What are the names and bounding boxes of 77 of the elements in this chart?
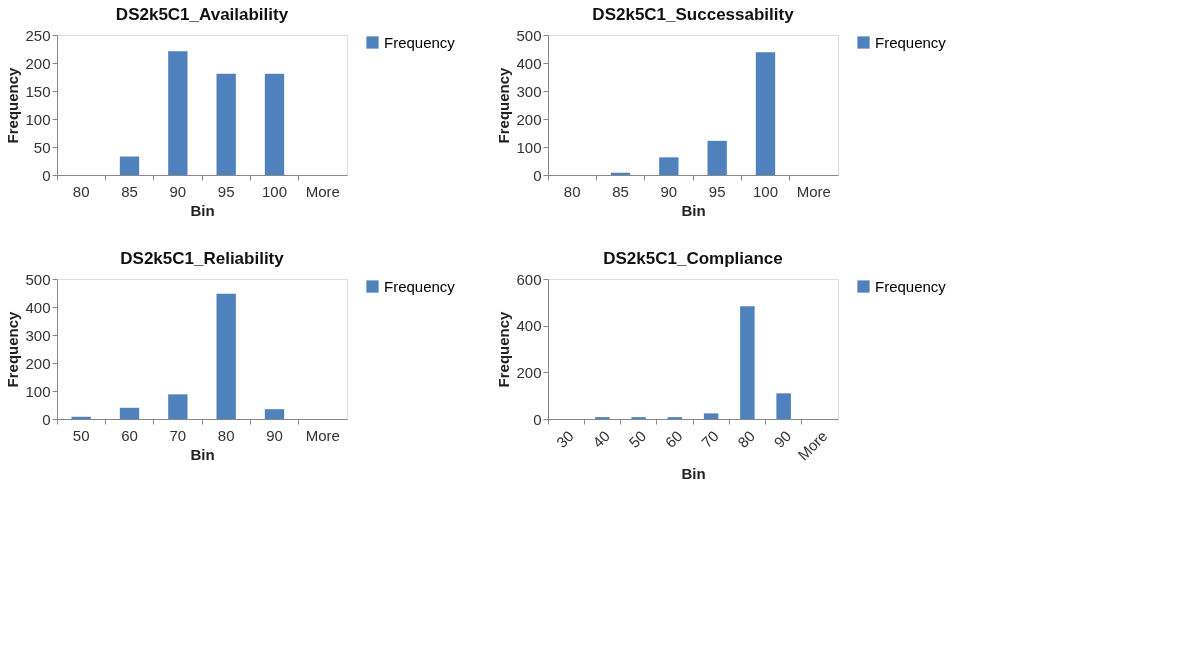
legend-label: Frequency	[384, 33, 456, 51]
x-tick-label: 80	[217, 426, 235, 444]
x-axis-title: Bin	[190, 201, 215, 219]
legend-label: Frequency	[875, 33, 947, 51]
x-tick-label: 50	[72, 426, 90, 444]
x-tick-label: 100	[261, 182, 288, 200]
y-tick-label: 250	[25, 26, 51, 44]
bar	[740, 306, 755, 419]
y-tick-label: 300	[516, 82, 542, 100]
x-tick-label: 70	[697, 427, 722, 451]
y-tick-label: 200	[25, 354, 51, 372]
bar	[264, 73, 285, 175]
x-tick-label: 90	[169, 182, 187, 200]
y-tick-label: 200	[25, 54, 51, 72]
x-tick-label: 95	[708, 182, 726, 200]
x-tick-label: 90	[770, 427, 795, 451]
bar	[216, 293, 236, 419]
x-axis-title: Bin	[190, 445, 215, 463]
y-tick-label: 100	[25, 110, 51, 128]
bar	[264, 409, 285, 419]
y-axis-title: Frequency	[495, 66, 513, 144]
x-tick-label: 60	[661, 427, 686, 451]
y-tick-label: 150	[25, 82, 51, 100]
y-tick-label: 200	[516, 110, 542, 128]
bar	[119, 407, 140, 419]
x-tick-label: 85	[612, 182, 629, 200]
x-tick-label: 80	[72, 182, 90, 200]
y-axis-title: Frequency	[495, 310, 513, 388]
y-tick-label: 50	[33, 138, 51, 156]
bar	[707, 140, 727, 175]
y-tick-label: 500	[516, 26, 542, 44]
x-tick-label: More	[796, 182, 831, 200]
x-tick-label: 95	[217, 182, 235, 200]
x-axis-title: Bin	[681, 465, 706, 483]
x-tick-label: 80	[563, 182, 581, 200]
y-tick-label: 600	[516, 270, 542, 288]
y-axis-title: Frequency	[4, 310, 22, 388]
bar	[168, 51, 188, 175]
x-tick-label: 100	[752, 182, 779, 200]
y-tick-label: 0	[533, 166, 542, 184]
bar	[703, 413, 719, 419]
chart-title: DS2k5C1_Reliability	[120, 249, 285, 268]
y-tick-label: 0	[533, 410, 542, 428]
y-tick-label: 400	[516, 54, 542, 72]
x-tick-label: More	[305, 182, 340, 200]
x-tick-label: 40	[589, 427, 613, 451]
x-tick-label: 85	[121, 182, 138, 200]
x-tick-label: 70	[169, 426, 187, 444]
chart-title: DS2k5C1_Availability	[115, 5, 289, 24]
y-tick-label: 200	[516, 363, 542, 381]
legend-label: Frequency	[384, 277, 456, 295]
bar	[119, 156, 140, 175]
y-tick-label: 400	[25, 298, 51, 316]
y-tick-label: 500	[25, 270, 51, 288]
x-tick-label: 30	[552, 427, 577, 451]
x-axis-title: Bin	[681, 201, 706, 219]
bar	[776, 393, 791, 419]
x-tick-label: 60	[121, 426, 138, 444]
y-tick-label: 0	[42, 166, 51, 184]
bar	[216, 73, 236, 175]
chart-title: DS2k5C1_Successability	[592, 5, 795, 24]
y-tick-label: 100	[25, 382, 51, 400]
y-axis-title: Frequency	[4, 66, 22, 144]
chart-title: DS2k5C1_Compliance	[603, 249, 783, 268]
x-tick-label: 80	[734, 427, 758, 451]
legend-label: Frequency	[875, 277, 947, 295]
y-tick-label: 400	[516, 317, 542, 335]
y-tick-label: 0	[42, 410, 51, 428]
x-tick-label: 50	[625, 427, 650, 451]
bar	[755, 52, 776, 175]
y-tick-label: 300	[25, 326, 51, 344]
y-tick-label: 100	[516, 138, 542, 156]
x-tick-label: 90	[266, 426, 283, 444]
x-tick-label: More	[305, 426, 340, 444]
x-tick-label: 90	[660, 182, 678, 200]
bar	[659, 157, 679, 175]
bar	[168, 394, 188, 419]
